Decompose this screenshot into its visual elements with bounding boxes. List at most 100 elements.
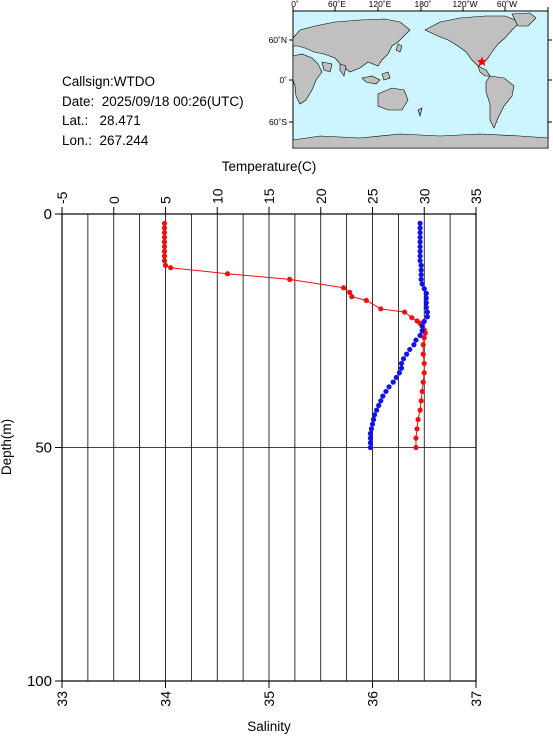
salinity-point [378,398,384,404]
temperature-point [420,342,426,348]
temperature-point [421,360,427,367]
depth-tick-labels: 0 50 100 [27,206,52,690]
salinity-point [380,393,386,399]
temperature-point [347,289,353,296]
date-text: Date: 2025/09/18 00:26(UTC) [62,93,244,109]
temperature-point [401,309,408,315]
grid-lines [62,214,476,681]
salinity-point [419,328,425,334]
salinity-point [371,412,378,418]
salinity-point [421,318,427,325]
salinity-point [367,430,374,437]
station-info: Callsign:WTDO Date: 2025/09/18 00:26(UTC… [62,72,244,150]
salinity-point [417,258,423,264]
temperature-point [161,220,168,226]
location-map: 0˚ 60˚E 120˚E 180˚ 120˚W 60˚W 60˚N 0˚ 60… [269,0,552,149]
temperature-point [161,258,168,264]
salinity-point [367,440,374,446]
salinity-point [398,360,405,367]
temperature-tick-label: 25 [365,188,381,204]
salinity-point [417,332,423,339]
salinity-tick-label: 33 [54,691,70,707]
salinity-point [386,384,392,390]
temperature-point [161,253,168,259]
salinity-point [383,388,389,395]
salinity-point [376,402,382,409]
salinity-point [418,276,424,282]
axis-ticks [55,207,477,688]
depth-axis-label: Depth(m) [0,419,14,475]
temperature-point [413,444,419,451]
temperature-point [419,388,425,395]
temperature-tick-label: 35 [468,188,484,204]
temperature-point [417,320,423,326]
temperature-tick-label: 10 [209,188,225,204]
temperature-point [409,315,415,321]
map-lon-labels: 0˚ 60˚E 120˚E 180˚ 120˚W 60˚W [291,0,517,9]
temperature-point [225,271,231,277]
longitude-text: Lon.: 267.244 [62,132,149,148]
temperature-axis-label: Temperature(C) [222,159,317,174]
salinity-point [423,300,429,306]
temperature-point [161,225,168,231]
temperature-point [287,276,293,282]
map-frame-ticks [289,7,552,123]
temperature-tick-label: 15 [261,188,277,204]
temperature-point [161,248,168,254]
salinity-point [417,234,423,240]
temperature-point [415,416,421,423]
temperature-point [162,262,169,268]
temperature-point [349,294,355,300]
temperature-point [419,323,425,329]
salinity-point [424,314,430,320]
salinity-point [413,337,419,343]
temperature-series [161,220,428,451]
temperature-tick-label: 20 [313,188,329,204]
salinity-point [423,295,429,301]
temperature-point [421,370,427,376]
temperature-point [161,244,168,250]
salinity-point [417,225,423,231]
depth-tick-label: 100 [27,673,52,690]
temperature-point [421,327,427,333]
map-lon-label: 180˚ [414,0,431,9]
salinity-tick-label: 36 [365,691,381,707]
temperature-point [161,234,168,240]
salinity-point [418,272,424,278]
temperature-point [417,407,423,413]
map-lat-labels: 60˚N 0˚ 60˚S [269,35,288,127]
callsign-text: Callsign:WTDO [62,74,156,89]
salinity-point [423,290,429,296]
temperature-point [420,351,426,357]
salinity-point [398,365,405,371]
salinity-tick-labels: 33 34 35 36 37 [54,691,484,707]
map-lat-label: 0˚ [279,75,287,85]
salinity-point [404,351,410,357]
salinity-point [421,286,427,292]
temperature-point [421,335,427,341]
salinity-point [369,421,376,427]
salinity-point [418,267,424,273]
latitude-text: Lat.: 28.471 [62,113,141,128]
temperature-point [161,239,168,245]
depth-tick-label: 50 [35,440,52,457]
salinity-point [424,309,430,315]
depth-tick-label: 0 [44,206,52,223]
temperature-point [414,318,420,324]
salinity-point [411,342,417,348]
salinity-point [367,444,374,451]
temperature-point [413,435,419,441]
map-lon-label: 0˚ [291,0,299,9]
salinity-point [400,356,407,362]
salinity-point [423,304,429,310]
temperature-point [363,297,369,303]
temperature-point [422,330,428,336]
salinity-point [368,426,375,432]
map-lat-label: 60˚N [269,35,287,45]
salinity-point [419,281,425,287]
salinity-point [417,220,423,226]
map-land [292,12,549,149]
data-series [161,220,430,451]
temperature-point [378,306,384,312]
temperature-tick-labels: -5 0 5 10 15 20 25 30 35 [54,188,484,204]
